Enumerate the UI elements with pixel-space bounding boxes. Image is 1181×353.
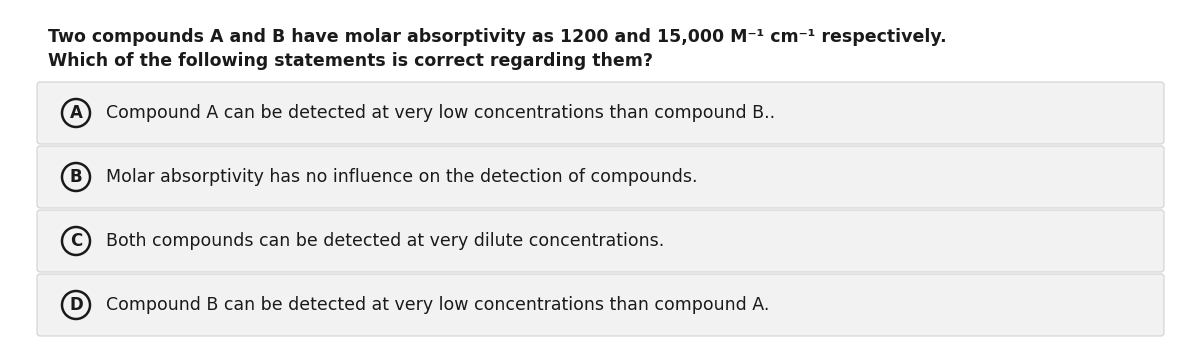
Text: A: A [70,104,83,122]
Ellipse shape [61,99,90,127]
Text: B: B [70,168,83,186]
Text: Both compounds can be detected at very dilute concentrations.: Both compounds can be detected at very d… [106,232,664,250]
Text: Molar absorptivity has no influence on the detection of compounds.: Molar absorptivity has no influence on t… [106,168,698,186]
Text: D: D [70,296,83,314]
FancyBboxPatch shape [37,82,1164,144]
Text: Compound B can be detected at very low concentrations than compound A.: Compound B can be detected at very low c… [106,296,769,314]
FancyBboxPatch shape [37,274,1164,336]
Ellipse shape [61,163,90,191]
Ellipse shape [61,227,90,255]
Ellipse shape [61,291,90,319]
Text: Which of the following statements is correct regarding them?: Which of the following statements is cor… [48,52,653,70]
Text: Two compounds A and B have molar absorptivity as 1200 and 15,000 M⁻¹ cm⁻¹ respec: Two compounds A and B have molar absorpt… [48,28,947,46]
FancyBboxPatch shape [37,146,1164,208]
FancyBboxPatch shape [37,210,1164,272]
Text: C: C [70,232,83,250]
Text: Compound A can be detected at very low concentrations than compound B..: Compound A can be detected at very low c… [106,104,775,122]
